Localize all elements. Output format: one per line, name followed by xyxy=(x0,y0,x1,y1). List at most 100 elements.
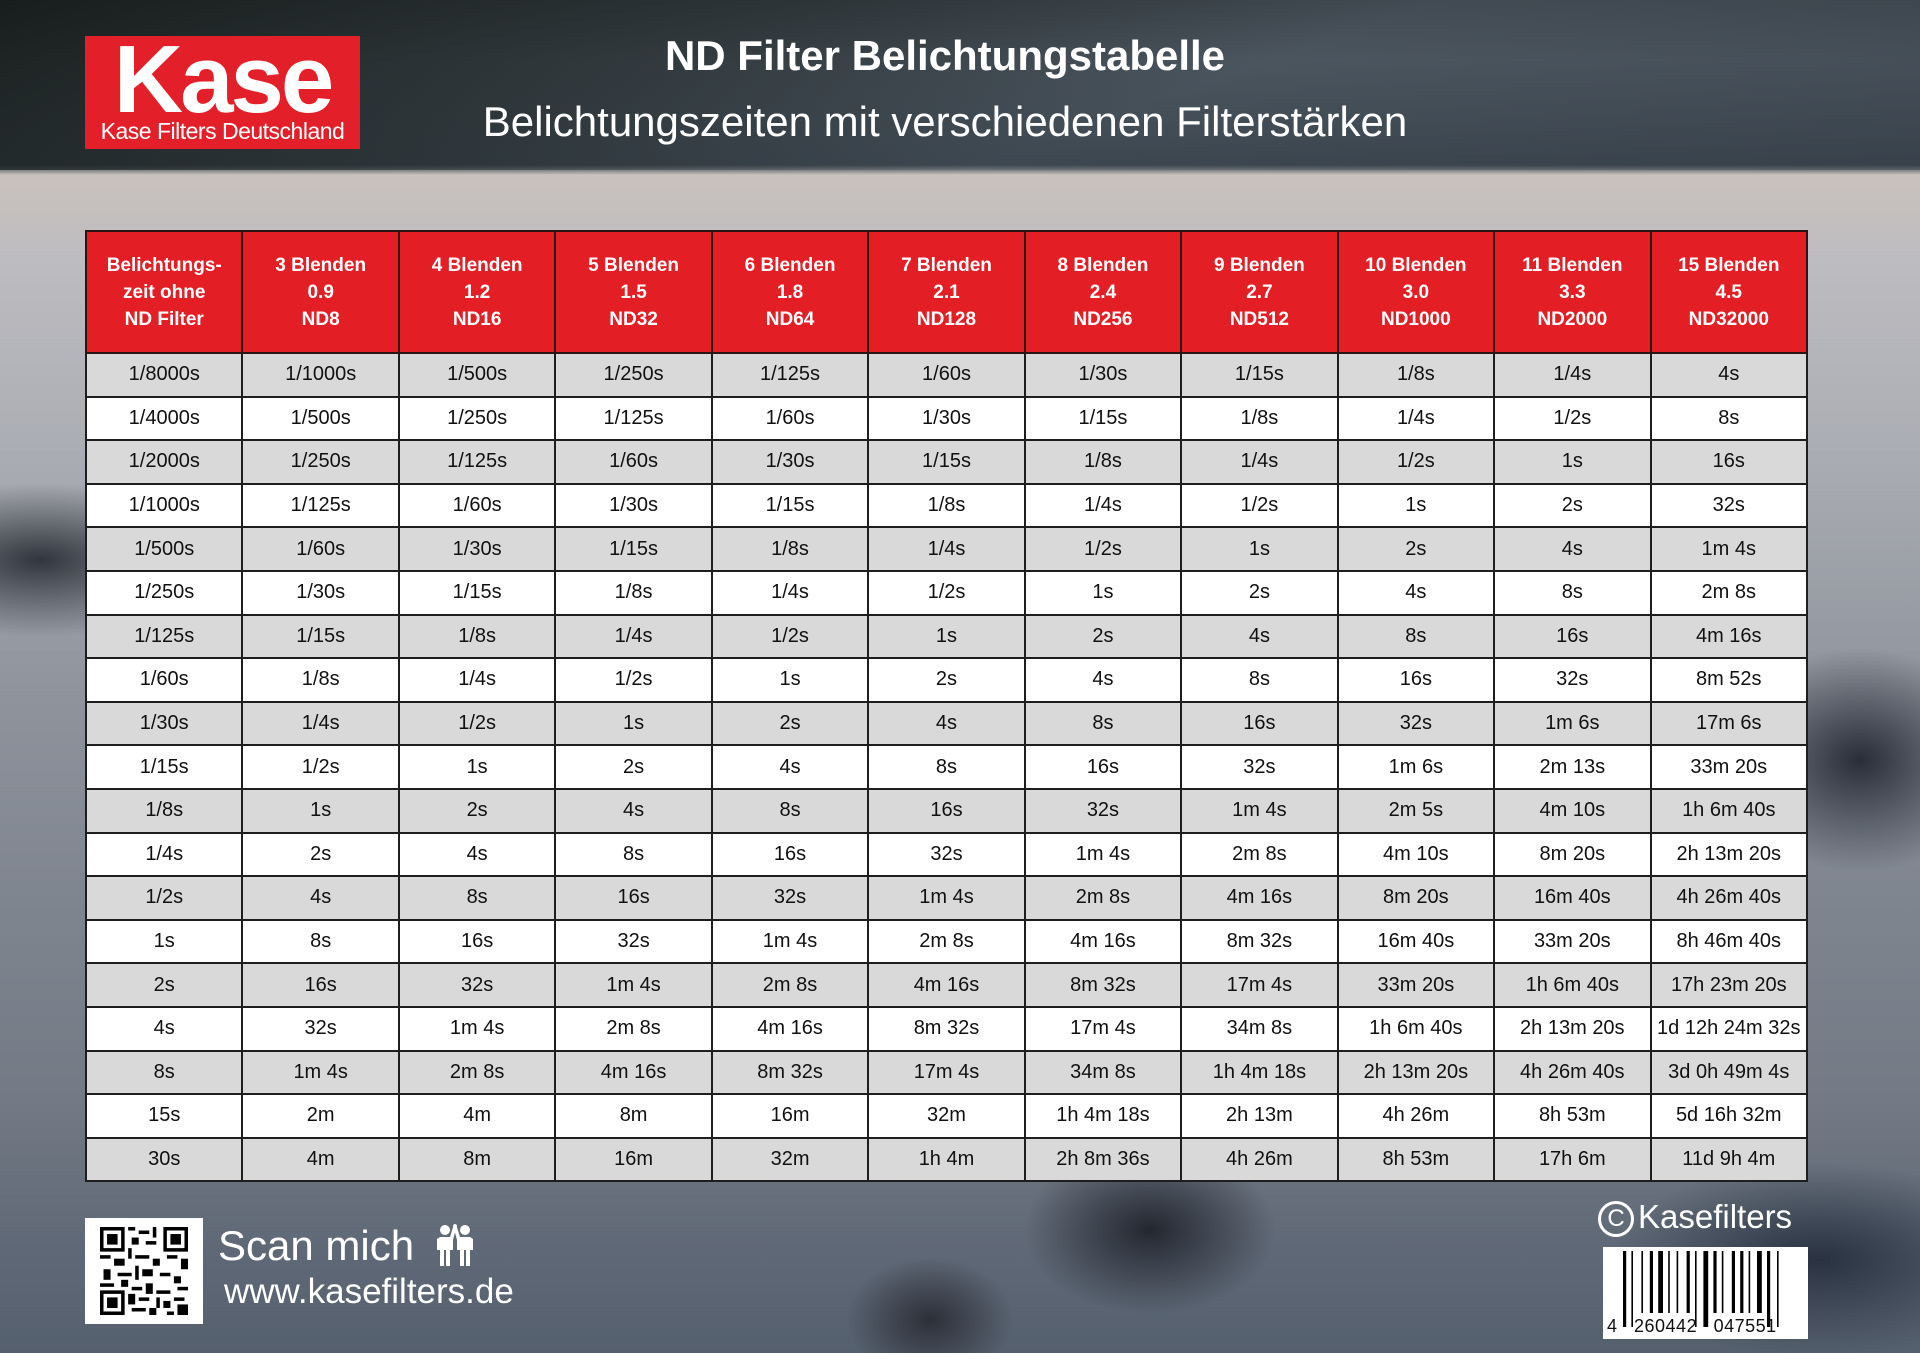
filtered-exposure-cell: 2m 5s xyxy=(1336,787,1496,834)
filtered-exposure-cell: 2m 8s xyxy=(1180,831,1339,878)
filtered-exposure-cell: 2s xyxy=(241,831,400,878)
column-header-line3: ND32000 xyxy=(1688,308,1769,330)
scan-label: Scan mich xyxy=(218,1222,415,1269)
filtered-exposure-cell: 1m 6s xyxy=(1336,744,1496,790)
copyright-icon: C xyxy=(1598,1201,1634,1237)
filtered-exposure-cell: 32s xyxy=(1336,700,1496,747)
filtered-exposure-cell: 1/125s xyxy=(397,439,557,485)
column-header: 10 Blenden 3.0 ND1000 xyxy=(1336,230,1496,354)
filtered-exposure-cell: 4m 16s xyxy=(710,1005,870,1052)
filtered-exposure-cell: 1/60s xyxy=(710,395,870,442)
filtered-exposure-cell: 1/15s xyxy=(1180,352,1339,398)
filtered-exposure-cell: 1s xyxy=(867,613,1026,660)
filtered-exposure-cell: 1/60s xyxy=(867,352,1026,398)
filtered-exposure-cell: 11d 9h 4m xyxy=(1649,1136,1809,1183)
filtered-exposure-cell: 1s xyxy=(1493,439,1652,485)
filtered-exposure-cell: 1/15s xyxy=(554,526,713,572)
copyright-text: Kasefilters xyxy=(1638,1198,1793,1235)
filtered-exposure-cell: 8m xyxy=(554,1093,713,1139)
filtered-exposure-cell: 5d 16h 32m xyxy=(1649,1093,1809,1139)
filtered-exposure-cell: 17h 23m 20s xyxy=(1649,962,1809,1008)
filtered-exposure-cell: 17m 4s xyxy=(867,1049,1026,1096)
filtered-exposure-cell: 8s xyxy=(241,918,400,965)
table-row: 1/4s 2s 4s 8s 16s 32s 1m 4s 2m 8s 4m 10s 8m 20s 2h… xyxy=(84,831,1809,878)
filtered-exposure-cell: 34m 8s xyxy=(1023,1049,1183,1096)
table-row: 2s 16s 32s 1m 4s 2m 8s 4m 16s 8m 32s 17m 4s 33m … xyxy=(84,962,1809,1008)
column-header: 4 Blenden 1.2 ND16 xyxy=(397,230,557,354)
filtered-exposure-cell: 16s xyxy=(1023,744,1183,790)
filtered-exposure-cell: 16s xyxy=(710,831,870,878)
column-header-line2: 4.5 xyxy=(1715,281,1742,303)
high-five-people-icon xyxy=(432,1222,478,1276)
table-row: 1/500s 1/60s 1/30s 1/15s 1/8s 1/4s 1/2s 1s 2s 4s 1… xyxy=(84,526,1809,572)
filtered-exposure-cell: 8s xyxy=(397,875,557,921)
filtered-exposure-cell: 2m 8s xyxy=(710,962,870,1008)
filtered-exposure-cell: 1h 6m 40s xyxy=(1493,962,1652,1008)
column-header-line2: 3.3 xyxy=(1559,281,1586,303)
base-exposure-cell: 1/250s xyxy=(84,569,244,616)
filtered-exposure-cell: 4s xyxy=(554,787,713,834)
filtered-exposure-cell: 1m 4s xyxy=(554,962,713,1008)
base-exposure-cell: 1/4000s xyxy=(84,395,244,442)
filtered-exposure-cell: 4h 26m 40s xyxy=(1649,875,1809,921)
column-header-line3: ND32 xyxy=(609,308,658,330)
filtered-exposure-cell: 8m 32s xyxy=(867,1005,1026,1052)
filtered-exposure-cell: 1m 6s xyxy=(1493,700,1652,747)
column-header-line3: ND16 xyxy=(452,308,502,330)
filtered-exposure-cell: 4m 16s xyxy=(1649,613,1809,660)
base-exposure-cell: 2s xyxy=(84,962,244,1008)
filtered-exposure-cell: 1/8s xyxy=(1336,352,1496,398)
filtered-exposure-cell: 4s xyxy=(1180,613,1339,660)
filtered-exposure-cell: 4s xyxy=(1649,352,1809,398)
filtered-exposure-cell: 3d 0h 49m 4s xyxy=(1649,1049,1809,1096)
base-exposure-cell: 1/125s xyxy=(84,613,244,660)
column-header-line3: ND8 xyxy=(301,308,340,330)
column-header-line3: ND1000 xyxy=(1380,308,1451,330)
filtered-exposure-cell: 1s xyxy=(1180,526,1339,572)
filtered-exposure-cell: 1/2s xyxy=(710,613,870,660)
filtered-exposure-cell: 33m 20s xyxy=(1649,744,1809,790)
column-header: 9 Blenden 2.7 ND512 xyxy=(1180,230,1339,354)
column-header: 8 Blenden 2.4 ND256 xyxy=(1023,230,1183,354)
filtered-exposure-cell: 1/8s xyxy=(241,657,400,703)
filtered-exposure-cell: 32s xyxy=(1649,482,1809,529)
filtered-exposure-cell: 8h 46m 40s xyxy=(1649,918,1809,965)
table-row: 1/8000s 1/1000s 1/500s 1/250s 1/125s 1/60s 1/3… xyxy=(84,352,1809,398)
base-exposure-cell: 1/1000s xyxy=(84,482,244,529)
filtered-exposure-cell: 1s xyxy=(397,744,557,790)
filtered-exposure-cell: 1/15s xyxy=(867,439,1026,485)
filtered-exposure-cell: 4s xyxy=(1023,657,1183,703)
filtered-exposure-cell: 32s xyxy=(1023,787,1183,834)
filtered-exposure-cell: 1/2s xyxy=(1336,439,1496,485)
filtered-exposure-cell: 2s xyxy=(1493,482,1652,529)
filtered-exposure-cell: 4m 16s xyxy=(1180,875,1339,921)
table-row: 1/30s 1/4s 1/2s 1s 2s 4s 8s 16s 32s 1m 6s 17m 6s xyxy=(84,700,1809,747)
column-header-line1: 9 Blenden xyxy=(1213,254,1305,276)
base-exposure-cell: 30s xyxy=(84,1136,244,1183)
filtered-exposure-cell: 2h 8m 36s xyxy=(1023,1136,1183,1183)
filtered-exposure-cell: 1/30s xyxy=(397,526,557,572)
filtered-exposure-cell: 1/125s xyxy=(710,352,870,398)
filtered-exposure-cell: 2m 13s xyxy=(1493,744,1652,790)
table-body: 1/8000s 1/1000s 1/500s 1/250s 1/125s 1/60s 1/3… xyxy=(84,352,1809,1183)
filtered-exposure-cell: 1/60s xyxy=(397,482,557,529)
filtered-exposure-cell: 2m 8s xyxy=(397,1049,557,1096)
filtered-exposure-cell: 8s xyxy=(710,787,870,834)
column-header: 15 Blenden 4.5 ND32000 xyxy=(1649,230,1809,354)
filtered-exposure-cell: 1m 4s xyxy=(1180,787,1339,834)
filtered-exposure-cell: 34m 8s xyxy=(1180,1005,1339,1052)
filtered-exposure-cell: 1d 12h 24m 32s xyxy=(1649,1005,1809,1052)
column-header-line2: zeit ohne xyxy=(123,281,206,303)
table-row: 4s 32s 1m 4s 2m 8s 4m 16s 8m 32s 17m 4s 34m 8s 1… xyxy=(84,1005,1809,1052)
filtered-exposure-cell: 1/4s xyxy=(1336,395,1496,442)
column-header: 5 Blenden 1.5 ND32 xyxy=(554,230,713,354)
qr-code[interactable] xyxy=(85,1218,203,1324)
table-row: 15s 2m 4m 8m 16m 32m 1h 4m 18s 2h 13m 4h 26m 8h 5… xyxy=(84,1093,1809,1139)
filtered-exposure-cell: 33m 20s xyxy=(1493,918,1652,965)
website-link[interactable]: www.kasefilters.de xyxy=(224,1272,514,1311)
filtered-exposure-cell: 1m 4s xyxy=(710,918,870,965)
filtered-exposure-cell: 2s xyxy=(710,700,870,747)
filtered-exposure-cell: 1/15s xyxy=(710,482,870,529)
base-exposure-cell: 8s xyxy=(84,1049,244,1096)
filtered-exposure-cell: 1/4s xyxy=(1180,439,1339,485)
